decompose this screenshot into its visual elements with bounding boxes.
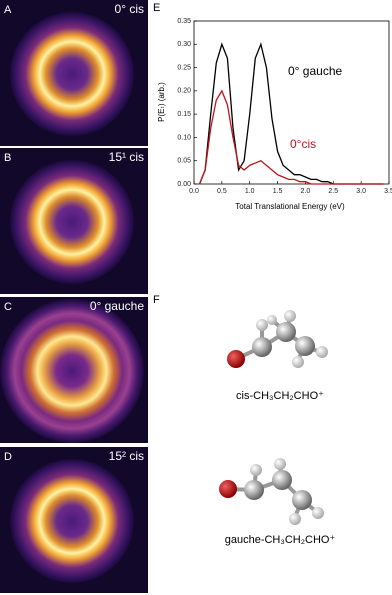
ring-image xyxy=(0,299,144,443)
x-tick-label: 1.0 xyxy=(245,188,255,195)
panel-caption: 0° cis xyxy=(115,2,144,16)
x-tick-label: 2.5 xyxy=(328,188,338,195)
series-label: 0°cis xyxy=(290,137,316,151)
x-axis-label: Total Translational Energy (eV) xyxy=(235,202,345,211)
image-panels: A 0° cis B 15¹ cis C 0° gauche D 15² cis xyxy=(0,0,148,593)
panel-caption: 0° gauche xyxy=(90,299,145,313)
y-tick-label: 0.10 xyxy=(177,134,191,141)
plot-frame xyxy=(193,20,390,185)
y-tick-label: 0.05 xyxy=(177,158,191,165)
ring-image xyxy=(10,459,134,583)
molecule-label: gauche-CH₃CH₂CHO⁺ xyxy=(225,534,336,546)
x-tick-label: 3.0 xyxy=(356,188,366,195)
y-axis-label: P(Eₜ) (arb.) xyxy=(157,82,166,122)
series-label: 0° gauche xyxy=(288,64,343,78)
y-tick-label: 0.00 xyxy=(177,181,191,188)
ring-image xyxy=(10,160,134,284)
series-line xyxy=(198,42,384,185)
molecule-gauche xyxy=(219,458,324,525)
x-tick-label: 2.0 xyxy=(301,188,311,195)
x-tick-label: 0.0 xyxy=(189,188,199,195)
y-tick-label: 0.20 xyxy=(177,88,191,95)
series-line xyxy=(198,89,384,185)
panel-label: E xyxy=(153,2,160,14)
x-tick-label: 1.5 xyxy=(273,188,283,195)
panel-label: A xyxy=(4,4,12,16)
y-tick-label: 0.30 xyxy=(177,41,191,48)
molecule-label: cis-CH₃CH₂CHO⁺ xyxy=(236,390,324,402)
x-tick-label: 0.5 xyxy=(217,188,227,195)
panel-label: C xyxy=(4,301,12,313)
panel-label: D xyxy=(4,451,12,463)
panel-caption: 15¹ cis xyxy=(109,150,144,164)
ring-image xyxy=(10,12,134,136)
y-tick-label: 0.25 xyxy=(177,64,191,71)
panel-caption: 15² cis xyxy=(109,449,144,463)
y-tick-label: 0.35 xyxy=(177,18,191,25)
panel-label: F xyxy=(153,294,160,306)
y-tick-label: 0.15 xyxy=(177,111,191,118)
x-tick-label: 3.5 xyxy=(384,188,392,195)
molecule-cis xyxy=(227,310,328,368)
panel-label: B xyxy=(4,152,11,164)
